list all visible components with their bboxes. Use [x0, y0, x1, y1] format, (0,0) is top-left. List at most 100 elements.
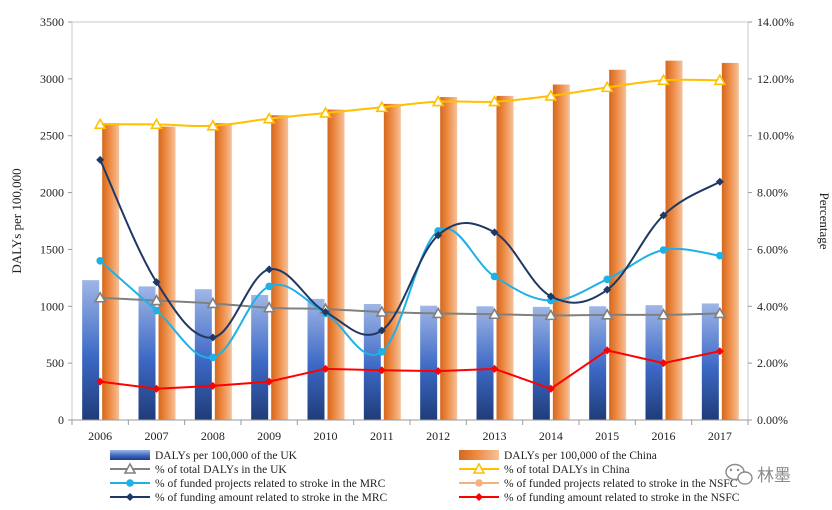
legend-marker [126, 479, 134, 487]
series-point-2 [490, 272, 499, 281]
y-left-tick-label: 500 [46, 356, 64, 370]
bar-china [665, 60, 683, 421]
series-point-2 [209, 353, 217, 362]
legend-marker [472, 462, 486, 474]
series-point-1 [319, 106, 332, 118]
series-point-4 [659, 211, 668, 220]
x-tick-label: 2006 [88, 429, 112, 443]
bar-china [214, 123, 232, 420]
series-point-0 [657, 308, 670, 320]
series-point-1 [431, 94, 445, 107]
series-point-4 [96, 155, 105, 164]
series-line-0 [100, 296, 720, 317]
series-point-5 [546, 384, 555, 393]
series-point-1 [375, 100, 389, 113]
series-point-1 [657, 73, 670, 86]
bar-uk [82, 280, 100, 420]
series-point-0 [375, 305, 389, 317]
series-point-5 [490, 364, 499, 373]
y-left-tick-label: 2500 [40, 129, 64, 143]
y-right-tick-label: 0.00% [757, 413, 788, 427]
x-tick-label: 2014 [539, 429, 563, 443]
legend-label: % of funded projects related to stroke i… [504, 478, 738, 490]
x-tick-label: 2017 [708, 429, 732, 443]
series-point-5 [152, 384, 161, 393]
wechat-icon [725, 463, 753, 485]
bar-uk [476, 306, 494, 420]
series-point-4 [490, 228, 499, 237]
series-point-5 [377, 366, 386, 375]
series-point-0 [206, 296, 220, 309]
bar-uk [363, 304, 381, 420]
bar-china [440, 97, 458, 421]
y-left-tick-label: 1500 [40, 242, 64, 256]
series-point-0 [150, 293, 163, 306]
legend-swatch [459, 450, 499, 460]
series-point-5 [265, 377, 274, 386]
series-point-2 [659, 246, 668, 254]
series-point-4 [152, 278, 161, 287]
x-tick-label: 2007 [145, 429, 169, 443]
x-tick-label: 2010 [314, 429, 338, 443]
y-left-tick-label: 3500 [40, 15, 64, 29]
series-point-5 [434, 367, 443, 376]
bar-china [552, 84, 570, 421]
series-point-2 [547, 296, 555, 305]
series-point-1 [544, 89, 558, 101]
bar-uk [589, 306, 607, 420]
series-point-1 [713, 73, 727, 86]
axes-layer: 0 500 1000 1500 2000 2500 3000 3500 0.00% 2.00% 4.… [40, 15, 794, 443]
y-right-tick-label: 12.00% [757, 72, 794, 86]
bar-china [383, 103, 401, 421]
series-point-4 [377, 326, 386, 335]
watermark-text: 林墨 [757, 466, 791, 486]
bar-china [609, 69, 627, 420]
series-point-5 [208, 381, 217, 390]
legend: DALYs per 100,000 of the UK DALYs per 100… [110, 450, 740, 504]
series-point-5 [321, 364, 330, 373]
y-right-tick-label: 10.00% [757, 129, 794, 143]
series-point-0 [93, 291, 107, 303]
series-point-1 [600, 80, 614, 93]
y-left-tick-label: 2000 [40, 186, 64, 200]
legend-marker [123, 462, 137, 474]
legend-label: % of funding amount related to stroke in… [504, 492, 740, 504]
series-point-2 [716, 251, 724, 260]
x-tick-label: 2012 [426, 429, 450, 443]
series-point-4 [434, 231, 443, 240]
bar-uk [307, 298, 325, 420]
y-right-tick-label: 6.00% [757, 242, 788, 256]
bar-china [496, 95, 514, 421]
bar-china [158, 126, 176, 421]
x-tick-label: 2013 [483, 429, 507, 443]
series-point-0 [713, 306, 727, 319]
x-tick-label: 2016 [652, 429, 676, 443]
y-axis-right-title: Percentage [817, 192, 832, 249]
legend-label: DALYs per 100,000 of the UK [155, 450, 298, 462]
series-point-2 [378, 347, 386, 356]
series-point-1 [206, 119, 220, 131]
series-point-1 [150, 117, 163, 130]
y-right-tick-label: 14.00% [757, 15, 794, 29]
legend-label: % of funding amount related to stroke in… [155, 492, 388, 504]
bar-uk [645, 305, 663, 420]
series-line-2 [99, 227, 720, 359]
legend-label: % of funded projects related to stroke i… [155, 478, 386, 490]
y-right-tick-label: 4.00% [757, 299, 788, 313]
series-point-0 [262, 301, 276, 313]
x-tick-label: 2008 [201, 429, 225, 443]
legend-label: % of total DALYs in the UK [155, 464, 287, 476]
x-tick-label: 2011 [370, 429, 394, 443]
series-point-4 [265, 265, 274, 274]
line-layer [93, 73, 727, 393]
bar-china [721, 62, 739, 421]
series-point-0 [431, 306, 445, 319]
series-point-4 [603, 285, 612, 294]
bar-china [102, 123, 120, 420]
series-point-5 [603, 346, 612, 355]
bar-layer [82, 60, 739, 421]
y-left-tick-label: 1000 [40, 299, 64, 313]
legend-marker [475, 493, 483, 501]
y-right-tick-label: 2.00% [757, 356, 788, 370]
